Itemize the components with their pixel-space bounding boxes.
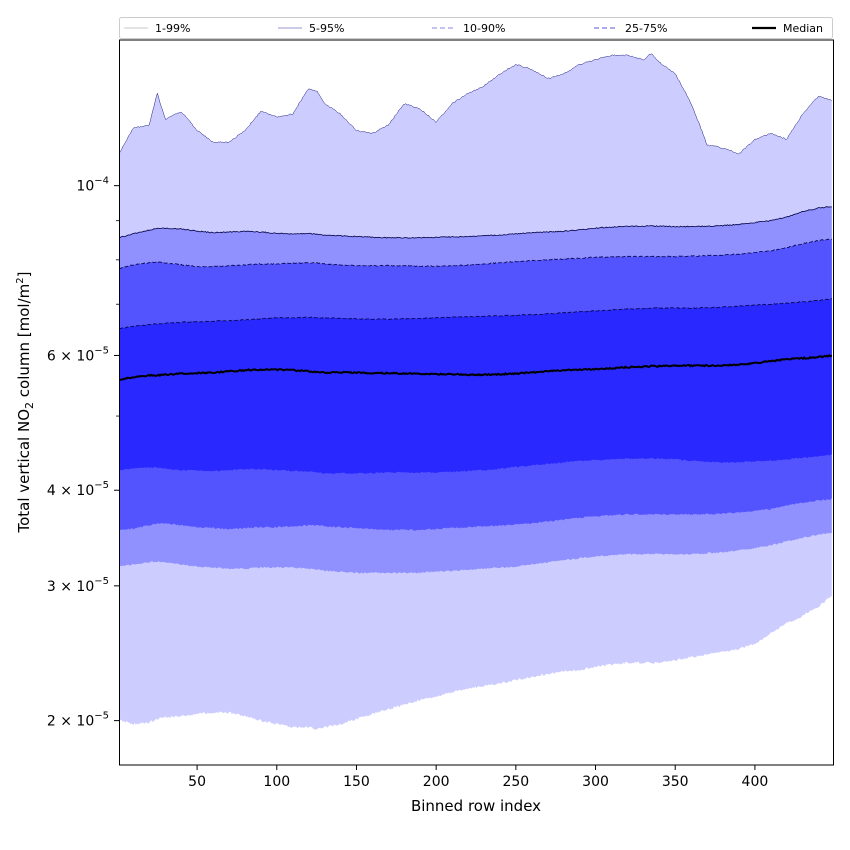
y-axis-label: Total vertical NO2 column [mol/m2] xyxy=(15,272,36,534)
y-axis: 10−4 6 × 10−5 4 × 10−5 3 × 10−5 2 × 10−5 xyxy=(47,176,119,730)
legend-box xyxy=(119,17,833,39)
y-tick-label: 4 × 10−5 xyxy=(47,480,109,499)
plot-frame xyxy=(119,39,834,766)
y-tick-label: 2 × 10−5 xyxy=(47,711,109,730)
legend-label-5-95: 5-95% xyxy=(309,22,344,35)
legend-label-10-90: 10-90% xyxy=(463,22,505,35)
x-tick-label: 200 xyxy=(423,774,450,790)
y-tick-label: 6 × 10−5 xyxy=(47,345,109,364)
line-upper-10-90 xyxy=(119,238,832,269)
band-25-75 xyxy=(119,298,832,474)
legend: 1-99% 5-95% 10-90% 25-75% Median xyxy=(119,17,833,39)
x-tick-label: 300 xyxy=(582,774,609,790)
x-tick-label: 150 xyxy=(343,774,370,790)
percentile-bands xyxy=(119,53,832,730)
y-tick-label: 3 × 10−5 xyxy=(47,576,109,595)
x-axis: 50 100 150 200 250 300 350 400 xyxy=(188,765,768,790)
x-tick-label: 400 xyxy=(742,774,769,790)
x-tick-label: 350 xyxy=(662,774,689,790)
x-tick-label: 50 xyxy=(188,774,206,790)
x-tick-label: 100 xyxy=(263,774,290,790)
legend-label-median: Median xyxy=(783,22,823,35)
percentile-lines xyxy=(119,53,833,381)
x-tick-label: 250 xyxy=(502,774,529,790)
line-upper-25-75 xyxy=(119,298,832,329)
legend-label-1-99: 1-99% xyxy=(155,22,190,35)
x-axis-label: Binned row index xyxy=(411,797,541,815)
line-upper-1-99 xyxy=(119,53,832,155)
legend-label-25-75: 25-75% xyxy=(625,22,667,35)
line-upper-5-95 xyxy=(119,206,832,239)
y-tick-label: 10−4 xyxy=(76,176,109,195)
median-line xyxy=(119,354,833,381)
